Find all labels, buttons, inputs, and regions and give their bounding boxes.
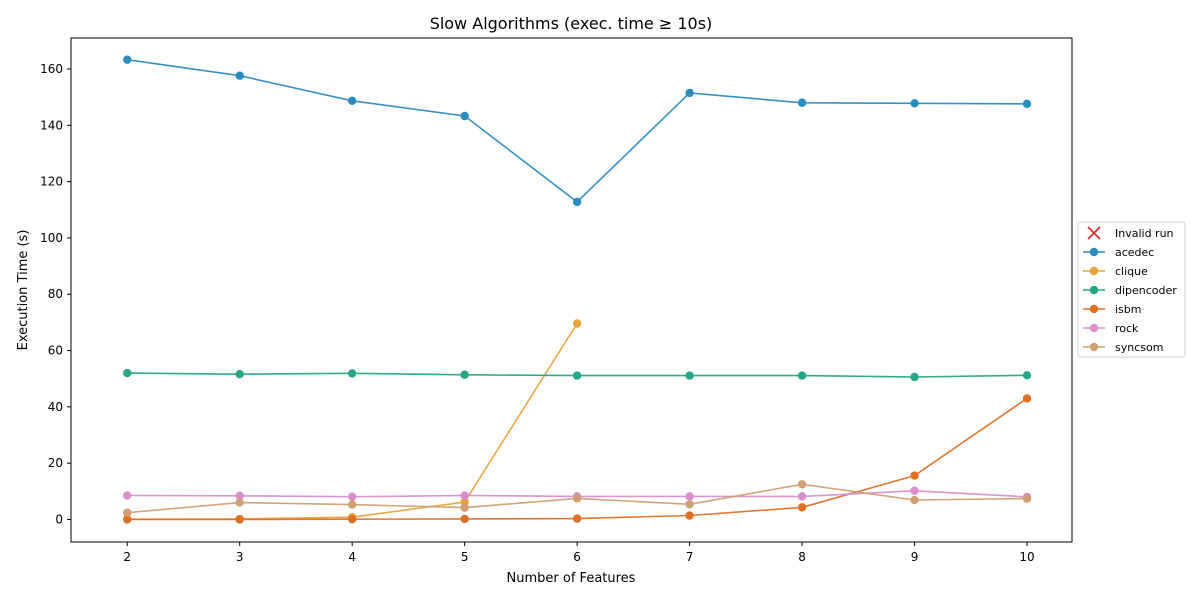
data-point-syncsom: [797, 480, 807, 489]
plot-area: [123, 55, 1032, 524]
legend-marker: [1089, 266, 1099, 276]
data-point-dipencoder: [235, 369, 244, 379]
series-line-clique: [127, 323, 578, 521]
legend-item-isbm: isbm: [1083, 303, 1142, 316]
data-point-rock: [797, 492, 807, 501]
y-tick-label: 120: [40, 175, 63, 189]
x-tick-label: 9: [911, 550, 919, 564]
data-point-syncsom: [685, 500, 694, 509]
series-dipencoder: [123, 368, 1032, 382]
legend-item-dipencoder: dipencoder: [1083, 284, 1177, 297]
data-point-syncsom: [347, 500, 357, 509]
data-point-dipencoder: [797, 371, 807, 380]
data-point-rock: [685, 492, 694, 501]
data-point-dipencoder: [460, 370, 469, 379]
x-tick-label: 4: [348, 550, 356, 564]
x-tick-label: 2: [123, 550, 131, 564]
y-axis: 0 20 40 60 80 100 120 140 160: [40, 62, 71, 526]
data-point-clique: [572, 319, 582, 328]
legend-item-syncsom: syncsom: [1083, 341, 1163, 354]
data-point-acedec: [797, 98, 807, 107]
y-tick-label: 140: [40, 118, 63, 132]
series-acedec: [123, 55, 1032, 207]
legend-label: isbm: [1115, 303, 1142, 316]
data-point-acedec: [1022, 99, 1032, 109]
data-point-acedec: [460, 111, 469, 121]
legend-marker: [1089, 285, 1099, 295]
legend-label: acedec: [1115, 246, 1154, 259]
data-point-isbm: [347, 514, 357, 524]
data-point-isbm: [572, 514, 582, 523]
data-point-acedec: [347, 96, 357, 105]
legend-marker: [1089, 247, 1099, 257]
x-tick-label: 5: [461, 550, 469, 564]
legend-marker: [1089, 342, 1099, 352]
series-line-acedec: [127, 58, 1028, 203]
data-point-isbm: [685, 511, 694, 520]
data-point-dipencoder: [123, 368, 132, 378]
data-point-syncsom: [572, 494, 582, 503]
y-tick-label: 60: [48, 344, 63, 358]
legend-label: clique: [1115, 265, 1148, 278]
y-tick-label: 160: [40, 62, 63, 76]
legend: Invalid run acedec clique dipencoder isbm roc…: [1077, 221, 1186, 358]
data-point-acedec: [910, 99, 919, 108]
data-point-dipencoder: [910, 372, 919, 382]
legend-item-clique: clique: [1083, 265, 1148, 278]
x-tick-label: 7: [686, 550, 694, 564]
data-point-dipencoder: [685, 371, 694, 380]
data-point-rock: [460, 491, 469, 500]
data-point-isbm: [1022, 394, 1032, 403]
data-point-acedec: [685, 88, 694, 98]
data-point-isbm: [460, 514, 469, 524]
plot-frame: [70, 37, 1073, 543]
data-point-syncsom: [235, 498, 244, 507]
y-tick-label: 80: [48, 287, 63, 301]
data-point-syncsom: [123, 508, 132, 517]
data-point-acedec: [123, 55, 132, 64]
legend-item-rock: rock: [1083, 322, 1139, 335]
data-point-isbm: [123, 515, 132, 524]
x-tick-label: 10: [1019, 550, 1034, 564]
data-point-isbm: [910, 471, 919, 480]
legend-label: syncsom: [1115, 341, 1163, 354]
data-point-dipencoder: [1022, 371, 1032, 380]
legend-label: dipencoder: [1115, 284, 1177, 297]
data-point-rock: [347, 492, 357, 501]
x-tick-label: 6: [573, 550, 581, 564]
x-tick-label: 8: [798, 550, 806, 564]
x-axis-label: Number of Features: [507, 571, 636, 586]
data-point-syncsom: [460, 503, 469, 512]
legend-item-invalid-run: Invalid run: [1087, 226, 1174, 240]
chart-title: Slow Algorithms (exec. time ≥ 10s): [430, 14, 713, 33]
data-point-isbm: [235, 515, 244, 524]
y-tick-label: 40: [48, 400, 63, 414]
data-point-rock: [235, 491, 244, 501]
data-point-isbm: [797, 503, 807, 512]
x-axis: 2 3 4 5 6 7 8 9 10: [123, 542, 1035, 564]
series-isbm: [123, 394, 1032, 524]
y-tick-label: 0: [55, 512, 63, 526]
y-tick-label: 20: [48, 456, 63, 470]
data-point-syncsom: [1022, 494, 1032, 503]
y-tick-label: 100: [40, 231, 63, 245]
legend-label: rock: [1115, 322, 1139, 335]
data-point-rock: [910, 486, 919, 495]
data-point-dipencoder: [347, 369, 357, 378]
y-axis-label: Execution Time (s): [16, 230, 31, 351]
data-point-acedec: [572, 197, 582, 207]
legend-x-marker: [1087, 226, 1101, 240]
x-tick-label: 3: [236, 550, 244, 564]
data-point-rock: [123, 491, 132, 500]
data-point-acedec: [235, 71, 244, 80]
legend-item-acedec: acedec: [1083, 246, 1154, 259]
legend-box: [1077, 221, 1186, 358]
legend-label: Invalid run: [1115, 227, 1174, 240]
series-syncsom: [123, 480, 1032, 517]
legend-marker: [1089, 323, 1099, 333]
data-point-syncsom: [910, 495, 919, 505]
data-point-dipencoder: [572, 371, 582, 380]
legend-marker: [1089, 304, 1099, 314]
